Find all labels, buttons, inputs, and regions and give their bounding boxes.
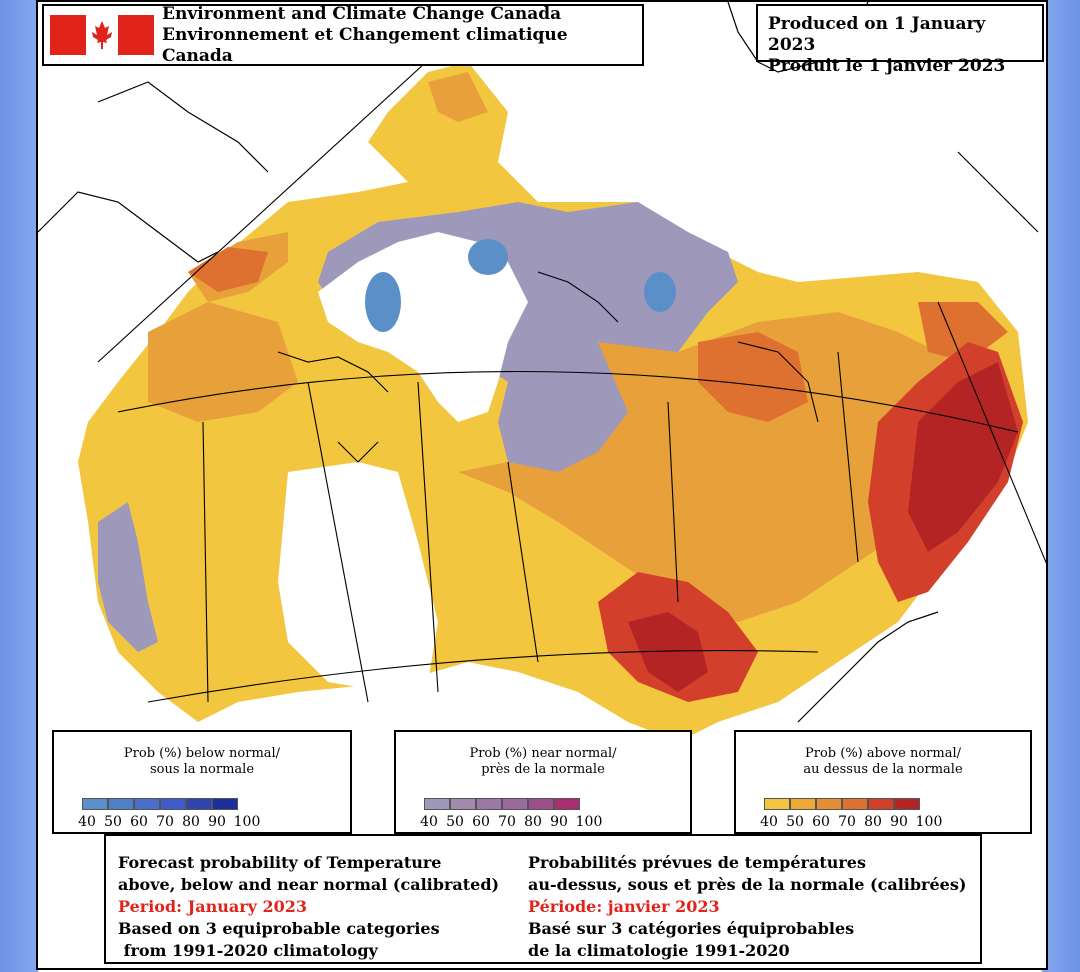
note-fr-line4: Basé sur 3 catégories équiprobables <box>528 919 855 938</box>
coastline <box>537 271 619 323</box>
legend-below-swatch <box>186 798 212 810</box>
legend-above-normal: Prob (%) above normal/ au dessus de la n… <box>734 730 1032 834</box>
legend-above-swatch <box>894 798 920 810</box>
legend-near-normal: Prob (%) near normal/ près de la normale… <box>394 730 692 834</box>
legend-above-swatch <box>816 798 842 810</box>
north-atlantic-coast <box>957 151 1039 233</box>
legend-above-swatch <box>790 798 816 810</box>
legend-near-tick: 40 <box>420 814 438 830</box>
legend-below-swatch <box>108 798 134 810</box>
legend-near-swatch <box>528 798 554 810</box>
legend-above-tick: 80 <box>864 814 882 830</box>
note-en-line2: above, below and near normal (calibrated… <box>118 875 500 894</box>
province-border <box>667 401 679 603</box>
coastline <box>737 341 819 423</box>
produced-date-en: Produced on 1 January 2023 <box>768 14 986 55</box>
legend-below-ticks: 40 50 60 70 80 90 100 <box>74 814 264 830</box>
map-grid-arc <box>117 370 1019 433</box>
legend-near-swatches <box>424 798 580 810</box>
meridian-line <box>97 41 449 363</box>
legend-near-tick: 60 <box>472 814 490 830</box>
arctic-island-coast <box>97 81 269 173</box>
legend-below-tick: 100 <box>233 814 261 830</box>
produced-date-fr: Produit le 1 janvier 2023 <box>768 56 1006 76</box>
alaska-coastline <box>38 191 219 263</box>
legend-below-tick: 50 <box>104 814 122 830</box>
legend-below-swatch <box>134 798 160 810</box>
legend-above-swatch <box>868 798 894 810</box>
note-fr-line1: Probabilités prévues de températures <box>528 853 866 872</box>
legend-below-tick: 90 <box>208 814 226 830</box>
legend-near-ticks: 40 50 60 70 80 90 100 <box>416 814 606 830</box>
legend-above-swatch <box>764 798 790 810</box>
legend-below-tick: 70 <box>156 814 174 830</box>
province-border <box>507 461 539 663</box>
legend-above-tick: 40 <box>760 814 778 830</box>
canada-temperature-map <box>38 2 1046 742</box>
map-grid-arc-south <box>147 650 819 703</box>
canada-flag-icon <box>50 15 154 55</box>
forecast-probability-fields <box>78 62 1028 742</box>
legend-near-swatch <box>450 798 476 810</box>
legend-above-tick: 90 <box>890 814 908 830</box>
legend-near-swatch <box>554 798 580 810</box>
legend-below-tick: 40 <box>78 814 96 830</box>
legend-below-tick: 60 <box>130 814 148 830</box>
legend-above-tick: 100 <box>915 814 943 830</box>
legend-below-title: Prob (%) below normal/ <box>123 746 281 761</box>
notes-english: Forecast probability of Temperature abov… <box>118 852 499 962</box>
legend-near-title: Prob (%) near normal/ <box>469 746 617 761</box>
meridian-line <box>937 301 1046 564</box>
note-en-line1: Forecast probability of Temperature <box>118 853 442 872</box>
legend-above-tick: 70 <box>838 814 856 830</box>
forecast-notes: Forecast probability of Temperature abov… <box>104 834 982 964</box>
legend-below-swatch <box>160 798 186 810</box>
legend-above-title: Prob (%) above normal/ <box>805 746 961 761</box>
note-en-period: Period: January 2023 <box>118 897 308 916</box>
legend-near-tick: 80 <box>524 814 542 830</box>
legend-below-tick: 80 <box>182 814 200 830</box>
legend-below-normal: Prob (%) below normal/ sous la normale 4… <box>52 730 352 834</box>
note-en-line5: from 1991-2020 climatology <box>118 941 378 960</box>
province-border <box>307 381 369 703</box>
legend-below-swatch <box>212 798 238 810</box>
legend-near-swatch <box>502 798 528 810</box>
province-border <box>202 421 209 703</box>
legend-above-swatches <box>764 798 920 810</box>
produced-date-box: Produced on 1 January 2023 Produit le 1 … <box>756 4 1044 76</box>
note-fr-line5: de la climatologie 1991-2020 <box>528 941 790 960</box>
legend-near-swatch <box>424 798 450 810</box>
legend-above-ticks: 40 50 60 70 80 90 100 <box>756 814 946 830</box>
legend-near-subtitle: près de la normale <box>481 762 605 777</box>
forecast-map-frame: Environment and Climate Change Canada En… <box>36 0 1048 970</box>
legend-near-tick: 50 <box>446 814 464 830</box>
notes-french: Probabilités prévues de températures au-… <box>528 852 966 962</box>
legend-above-tick: 60 <box>812 814 830 830</box>
legend-above-subtitle: au dessus de la normale <box>803 762 963 777</box>
legend-near-tick: 90 <box>550 814 568 830</box>
agency-name-en: Environment and Climate Change Canada <box>162 3 562 24</box>
coastline <box>277 351 389 393</box>
us-coastline <box>797 611 939 723</box>
agency-header: Environment and Climate Change Canada En… <box>42 4 644 66</box>
note-en-line4: Based on 3 equiprobable categories <box>118 919 440 938</box>
coastline <box>337 441 379 463</box>
legend-above-tick: 50 <box>786 814 804 830</box>
note-fr-line2: au-dessus, sous et près de la normale (c… <box>528 875 967 894</box>
legend-near-tick: 70 <box>498 814 516 830</box>
legend-below-swatches <box>82 798 238 810</box>
legend-above-swatch <box>842 798 868 810</box>
province-border <box>837 351 859 563</box>
legend-near-tick: 100 <box>575 814 603 830</box>
note-fr-period: Période: janvier 2023 <box>528 897 720 916</box>
legend-below-subtitle: sous la normale <box>149 762 255 777</box>
province-border <box>417 381 439 693</box>
agency-name-fr: Environnement et Changement climatique C… <box>162 24 568 66</box>
legend-below-swatch <box>82 798 108 810</box>
legend-near-swatch <box>476 798 502 810</box>
